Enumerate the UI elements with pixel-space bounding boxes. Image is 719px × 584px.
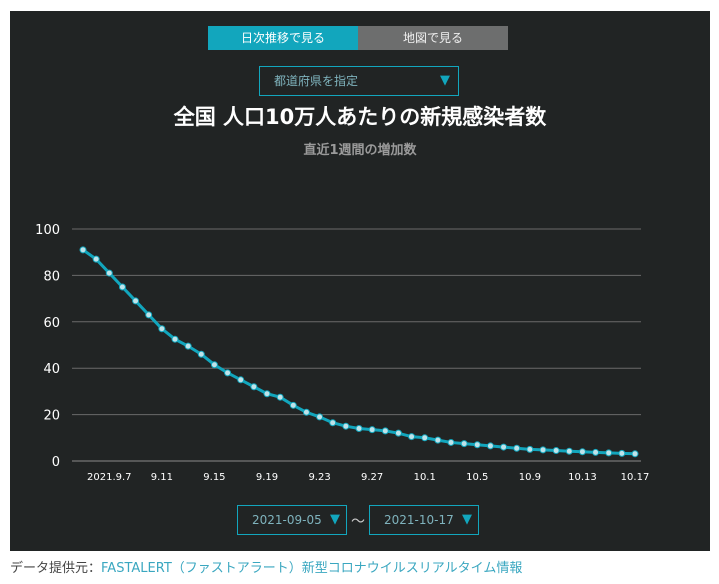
caret-down-icon: ▼ [330, 512, 340, 527]
end-date-value: 2021-10-17 [384, 513, 454, 527]
data-point[interactable] [552, 447, 560, 455]
x-tick-label: 9.11 [151, 472, 173, 483]
data-point[interactable] [434, 436, 442, 444]
data-point[interactable] [447, 438, 455, 446]
data-point[interactable] [513, 444, 521, 452]
data-point[interactable] [276, 393, 284, 401]
caret-down-icon: ▼ [440, 73, 450, 88]
data-point[interactable] [486, 442, 494, 450]
x-tick-label: 9.27 [361, 472, 383, 483]
data-point[interactable] [171, 335, 179, 343]
x-tick-label: 10.17 [621, 472, 650, 483]
data-point[interactable] [105, 269, 113, 277]
prefecture-select-label: 都道府県を指定 [274, 74, 359, 88]
data-point[interactable] [289, 401, 297, 409]
y-tick-label: 60 [43, 316, 60, 331]
x-tick-label: 10.5 [466, 472, 488, 483]
series-points [79, 246, 639, 458]
data-point[interactable] [184, 342, 192, 350]
start-date-value: 2021-09-05 [252, 513, 322, 527]
data-point[interactable] [316, 413, 324, 421]
data-point[interactable] [302, 408, 310, 416]
chart-grid [72, 228, 641, 462]
data-point[interactable] [605, 449, 613, 457]
data-point[interactable] [145, 311, 153, 319]
data-point[interactable] [210, 361, 218, 369]
data-point[interactable] [460, 440, 468, 448]
data-point[interactable] [394, 429, 402, 437]
x-tick-label: 10.13 [568, 472, 597, 483]
data-source-credit: データ提供元：FASTALERT（ファストアラート）新型コロナウイルスリアルタイ… [10, 557, 522, 576]
data-point[interactable] [368, 426, 376, 434]
y-tick-label: 80 [43, 269, 60, 284]
y-tick-label: 20 [43, 409, 60, 424]
tab-daily-trend[interactable]: 日次推移で見る [208, 26, 358, 50]
data-point[interactable] [618, 449, 626, 457]
x-tick-label: 10.1 [414, 472, 436, 483]
y-tick-label: 40 [43, 362, 60, 377]
view-tabs: 日次推移で見る 地図で見る [208, 26, 508, 50]
data-point[interactable] [118, 283, 126, 291]
prefecture-select[interactable]: 都道府県を指定 ▼ [259, 66, 459, 96]
data-point[interactable] [565, 447, 573, 455]
data-point[interactable] [224, 369, 232, 377]
date-range-separator: 〜 [351, 514, 365, 530]
chart-subtitle: 直近1週間の増加数 [303, 143, 417, 158]
data-point[interactable] [342, 422, 350, 430]
data-point[interactable] [631, 450, 639, 458]
data-point[interactable] [592, 448, 600, 456]
data-point[interactable] [539, 446, 547, 454]
data-point[interactable] [421, 434, 429, 442]
data-point[interactable] [500, 443, 508, 451]
chart-panel: 日次推移で見る 地図で見る 都道府県を指定 ▼ 全国 人口10万人あたりの新規感… [10, 11, 710, 551]
data-point[interactable] [408, 433, 416, 441]
tab-map[interactable]: 地図で見る [358, 26, 508, 50]
data-point[interactable] [381, 427, 389, 435]
line-chart: 0 20 40 60 80 100 2021.9.7 9.11 9.15 9.19 9.23 9.2… [35, 223, 649, 483]
x-tick-label: 9.23 [308, 472, 330, 483]
x-axis: 2021.9.7 9.11 9.15 9.19 9.23 9.27 10.1 10.5 10.9… [87, 472, 649, 483]
caret-down-icon: ▼ [462, 512, 472, 527]
data-point[interactable] [250, 383, 258, 391]
series-line [82, 248, 636, 456]
x-tick-label: 9.15 [203, 472, 225, 483]
credit-prefix: データ提供元： [10, 561, 102, 576]
data-point[interactable] [355, 425, 363, 433]
start-date-select[interactable]: 2021-09-05 ▼ [237, 505, 347, 535]
y-tick-label: 100 [35, 223, 60, 238]
data-point[interactable] [473, 441, 481, 449]
y-tick-label: 0 [52, 455, 60, 470]
data-point[interactable] [79, 246, 87, 254]
data-point[interactable] [158, 325, 166, 333]
data-point[interactable] [329, 419, 337, 427]
end-date-select[interactable]: 2021-10-17 ▼ [369, 505, 479, 535]
data-point[interactable] [263, 390, 271, 398]
data-point[interactable] [237, 376, 245, 384]
data-point[interactable] [526, 445, 534, 453]
y-axis: 0 20 40 60 80 100 [35, 223, 60, 470]
x-tick-label: 9.19 [256, 472, 278, 483]
data-point[interactable] [197, 350, 205, 358]
chart-title: 全国 人口10万人あたりの新規感染者数 [173, 105, 547, 129]
data-point[interactable] [578, 448, 586, 456]
x-tick-label: 10.9 [519, 472, 541, 483]
x-tick-label: 2021.9.7 [87, 472, 132, 483]
data-point[interactable] [132, 297, 140, 305]
data-point[interactable] [92, 255, 100, 263]
credit-link[interactable]: FASTALERT（ファストアラート）新型コロナウイルスリアルタイム情報 [101, 561, 523, 576]
